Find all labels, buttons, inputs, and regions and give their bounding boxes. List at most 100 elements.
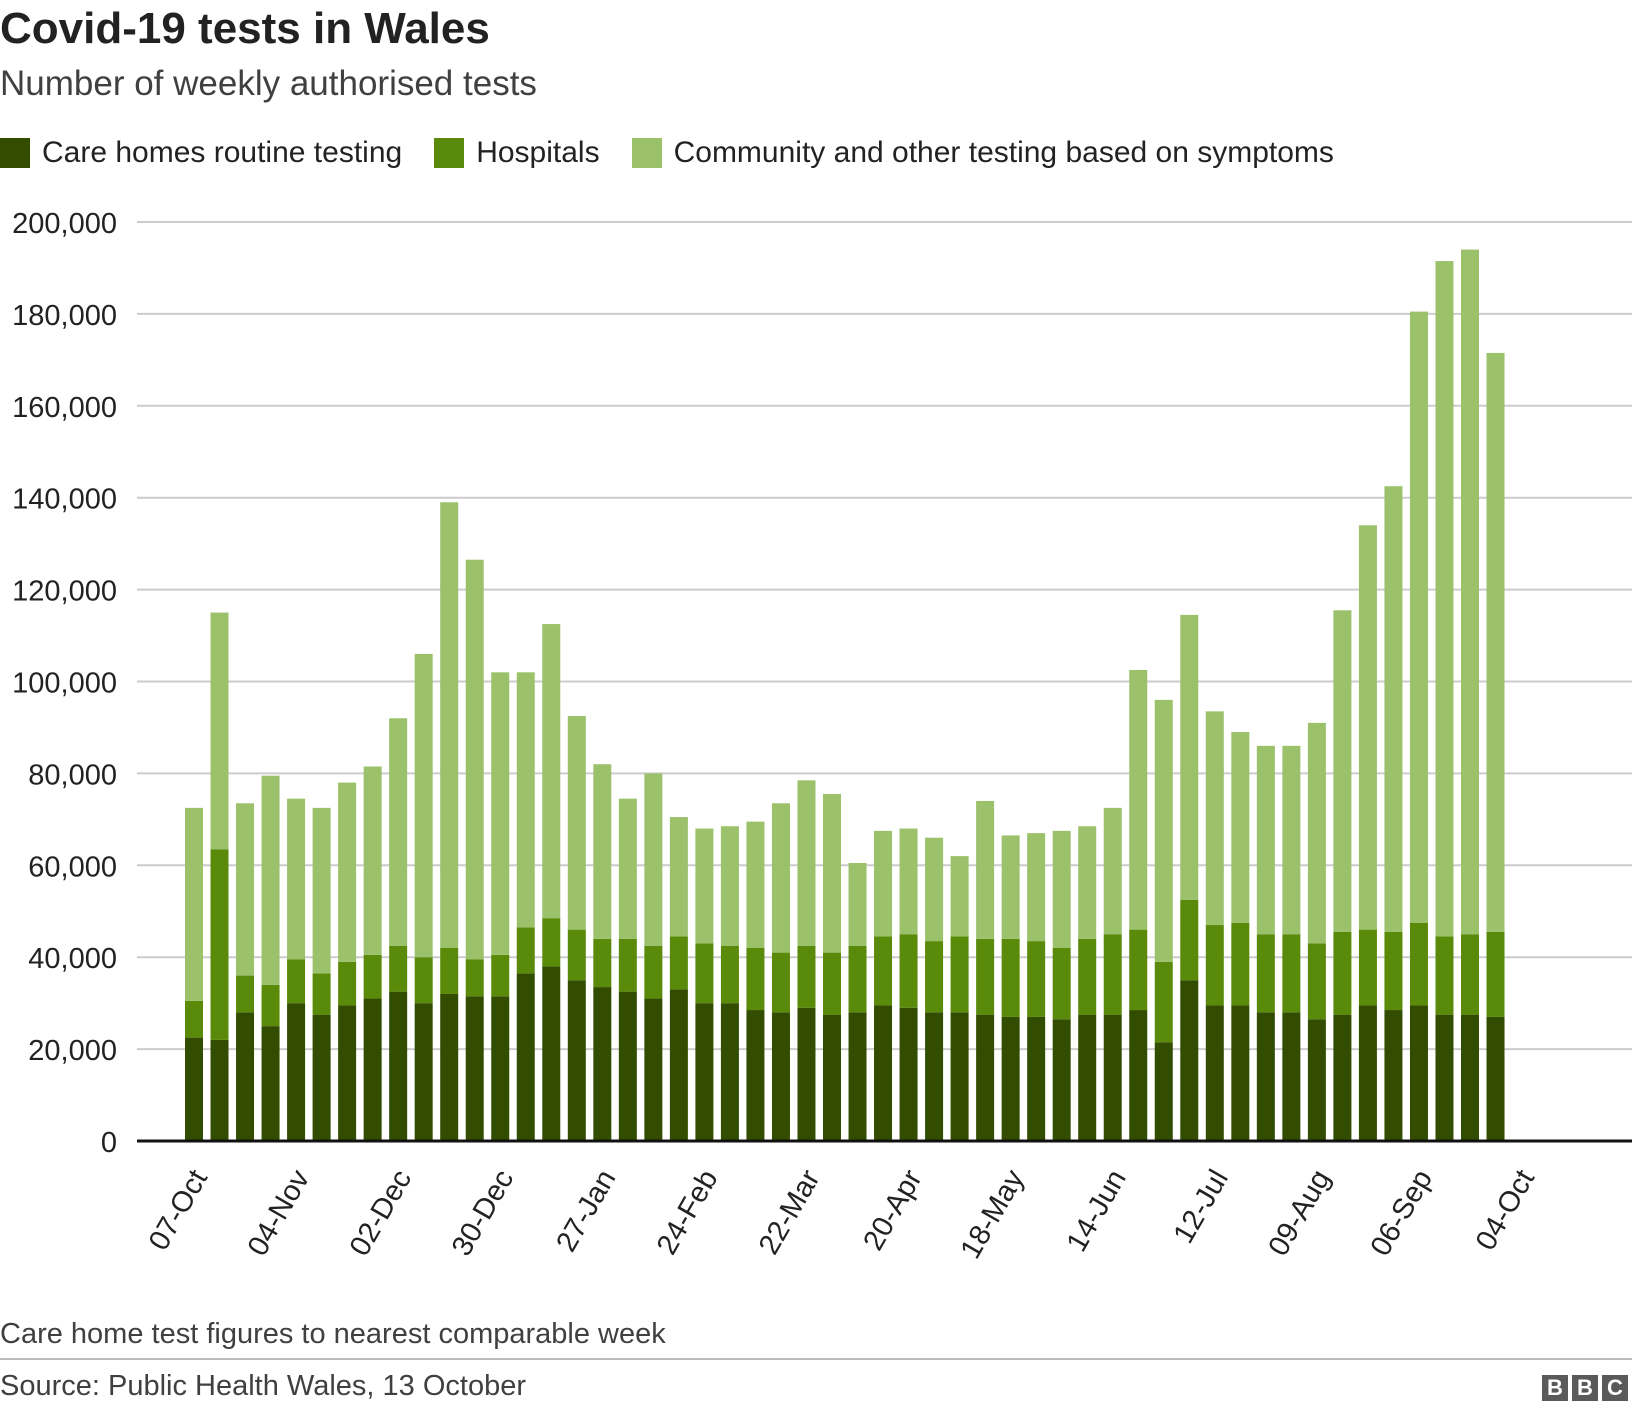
bar-segment-hospitals xyxy=(1001,938,1020,1017)
bar-segment-care-homes xyxy=(1384,1010,1403,1141)
legend-label-care-homes: Care homes routine testing xyxy=(42,136,403,169)
bar-segment-community xyxy=(1180,614,1199,900)
bar-segment-community xyxy=(389,718,408,946)
bar-segment-hospitals xyxy=(1103,934,1122,1015)
bar-segment-care-homes xyxy=(516,973,535,1141)
x-tick-label: 04-Oct xyxy=(1470,1165,1541,1256)
bar-segment-hospitals xyxy=(1486,931,1505,1017)
legend-item-hospitals: Hospitals xyxy=(434,136,600,170)
bar-segment-community xyxy=(465,559,484,960)
bar-segment-care-homes xyxy=(261,1026,280,1141)
bar-segment-care-homes xyxy=(1435,1014,1454,1141)
bar-segment-community xyxy=(1205,711,1224,926)
bar-segment-hospitals xyxy=(210,849,229,1040)
bar-segment-community xyxy=(720,826,739,946)
x-tick-label: 22-Mar xyxy=(753,1164,827,1260)
bar-segment-community xyxy=(1333,610,1352,932)
y-tick-label: 180,000 xyxy=(12,300,117,332)
bar-segment-community xyxy=(823,794,841,953)
bar-segment-care-homes xyxy=(491,996,510,1141)
bar-segment-care-homes xyxy=(976,1014,995,1141)
bar-segment-care-homes xyxy=(1154,1042,1173,1141)
bar-segment-hospitals xyxy=(1180,899,1199,981)
bar-segment-care-homes xyxy=(797,1007,816,1141)
x-tick-label: 09-Aug xyxy=(1262,1165,1336,1262)
bar-segment-care-homes xyxy=(1256,1012,1275,1141)
x-tick-label: 14-Jun xyxy=(1061,1165,1133,1258)
bar-segment-community xyxy=(1103,807,1122,935)
bar-segment-hospitals xyxy=(823,952,841,1015)
bar-segment-hospitals xyxy=(618,938,637,992)
bar-segment-community xyxy=(1231,732,1250,923)
bar-segment-hospitals xyxy=(491,954,510,997)
bar-segment-hospitals xyxy=(414,957,433,1004)
bar-segment-hospitals xyxy=(1435,936,1454,1015)
bar-segment-community xyxy=(1384,486,1403,932)
bar-segment-hospitals xyxy=(771,952,790,1013)
bar-segment-care-homes xyxy=(1333,1014,1352,1141)
bar-segment-care-homes xyxy=(210,1039,229,1141)
bar-segment-community xyxy=(1078,826,1097,939)
bar-segment-care-homes xyxy=(899,1007,918,1141)
bar-segment-care-homes xyxy=(925,1012,944,1141)
x-tick-label: 12-Jul xyxy=(1168,1165,1235,1249)
bar-segment-community xyxy=(644,773,663,946)
bar-segment-care-homes xyxy=(1052,1019,1071,1141)
bar-segment-care-homes xyxy=(720,1003,739,1141)
x-tick-label: 24-Feb xyxy=(651,1165,725,1261)
bar-segment-hospitals xyxy=(593,938,612,988)
x-tick-label: 18-May xyxy=(955,1164,1031,1264)
bar-segment-care-homes xyxy=(618,991,637,1141)
bar-segment-community xyxy=(338,782,357,962)
x-tick-label: 20-Apr xyxy=(857,1164,928,1256)
chart-subtitle: Number of weekly authorised tests xyxy=(0,64,537,103)
y-tick-label: 60,000 xyxy=(28,851,117,883)
bar-segment-care-homes xyxy=(1027,1016,1046,1141)
bar-segment-hospitals xyxy=(797,945,816,1008)
bar-segment-hospitals xyxy=(644,945,663,999)
bar-segment-hospitals xyxy=(976,938,995,1015)
bar-segment-community xyxy=(976,800,995,939)
bar-segment-community xyxy=(874,830,893,937)
bar-segment-hospitals xyxy=(1231,922,1250,1006)
bar-segment-community xyxy=(746,821,765,949)
bar-segment-community xyxy=(695,828,714,944)
bar-segment-hospitals xyxy=(899,934,918,1008)
bar-segment-hospitals xyxy=(1027,941,1046,1017)
bar-segment-community xyxy=(1052,830,1071,949)
legend-label-community: Community and other testing based on sym… xyxy=(673,136,1334,169)
bar-segment-care-homes xyxy=(465,996,484,1141)
bar-segment-care-homes xyxy=(1282,1012,1301,1141)
bbc-logo-letter: C xyxy=(1602,1375,1628,1401)
y-tick-label: 40,000 xyxy=(28,943,117,975)
bar-segment-care-homes xyxy=(1001,1016,1020,1141)
bar-segment-care-homes xyxy=(1205,1005,1224,1141)
bar-segment-community xyxy=(236,803,255,976)
bar-segment-community xyxy=(440,502,459,949)
stacked-bar-chart: 0 20,000 40,000 60,000 80,000 100,000 120,000 1… xyxy=(12,208,1632,1264)
legend-item-care-homes: Care homes routine testing xyxy=(0,136,402,170)
bar-segment-hospitals xyxy=(925,941,944,1013)
bar-segment-care-homes xyxy=(542,966,561,1141)
bar-segment-care-homes xyxy=(1231,1005,1250,1141)
y-tick-label: 120,000 xyxy=(12,576,117,608)
bar-segment-community xyxy=(491,672,510,955)
bar-segment-community xyxy=(1435,261,1454,937)
legend-swatch-community xyxy=(631,138,662,168)
bar-segment-hospitals xyxy=(1461,934,1479,1015)
y-tick-label: 80,000 xyxy=(28,759,117,791)
bar-segment-community xyxy=(1027,833,1046,942)
bar-segment-community xyxy=(1409,311,1428,923)
bar-segment-hospitals xyxy=(1384,931,1403,1011)
bar-segment-hospitals xyxy=(542,918,561,967)
legend-swatch-care-homes xyxy=(0,138,30,168)
legend-label-hospitals: Hospitals xyxy=(476,136,600,169)
bar-segment-community xyxy=(516,672,535,928)
bar-segment-community xyxy=(185,807,203,1001)
bar-segment-care-homes xyxy=(644,998,663,1141)
footnote: Care home test figures to nearest compar… xyxy=(0,1318,666,1350)
bar-segment-community xyxy=(1307,722,1326,944)
bar-segment-hospitals xyxy=(261,984,280,1027)
bar-segment-community xyxy=(567,715,586,930)
bar-segment-care-homes xyxy=(1180,980,1199,1141)
